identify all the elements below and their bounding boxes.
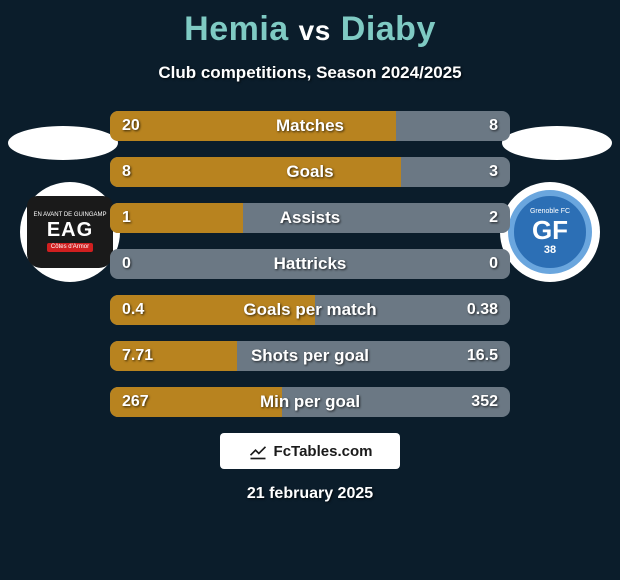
stat-right-value: 16.5: [467, 347, 498, 365]
stat-label: Goals per match: [110, 300, 510, 320]
eag-logo: EN AVANT DE GUINGAMP EAG Côtes d'Armor: [27, 196, 113, 268]
stat-right-value: 0: [489, 255, 498, 273]
comparison-card: Hemia vs Diaby Club competitions, Season…: [0, 0, 620, 580]
stat-label: Goals: [110, 162, 510, 182]
vs-text: vs: [299, 15, 331, 46]
stat-label: Min per goal: [110, 392, 510, 412]
stat-row: 7.71Shots per goal16.5: [110, 341, 510, 371]
stat-row: 0Hattricks0: [110, 249, 510, 279]
date-text: 21 february 2025: [0, 485, 620, 503]
stat-right-value: 2: [489, 209, 498, 227]
chart-icon: [248, 441, 268, 461]
stat-row: 267Min per goal352: [110, 387, 510, 417]
stat-row: 8Goals3: [110, 157, 510, 187]
player2-name: Diaby: [341, 10, 436, 48]
club-badge-right: Grenoble FC GF 38: [500, 182, 600, 282]
footer-brand-text: FcTables.com: [274, 443, 373, 460]
stat-label: Shots per goal: [110, 346, 510, 366]
stat-right-value: 352: [471, 393, 498, 411]
stat-right-value: 8: [489, 117, 498, 135]
stat-right-value: 3: [489, 163, 498, 181]
club-badge-left: EN AVANT DE GUINGAMP EAG Côtes d'Armor: [20, 182, 120, 282]
player1-name: Hemia: [184, 10, 289, 48]
stat-row: 1Assists2: [110, 203, 510, 233]
stat-label: Assists: [110, 208, 510, 228]
footer-brand: FcTables.com: [220, 433, 400, 469]
stat-right-value: 0.38: [467, 301, 498, 319]
stat-row: 20Matches8: [110, 111, 510, 141]
player1-ellipse: [8, 126, 118, 160]
page-title: Hemia vs Diaby: [0, 10, 620, 49]
gf-logo: Grenoble FC GF 38: [508, 190, 592, 274]
stat-label: Matches: [110, 116, 510, 136]
subtitle: Club competitions, Season 2024/2025: [0, 63, 620, 83]
stat-row: 0.4Goals per match0.38: [110, 295, 510, 325]
stat-label: Hattricks: [110, 254, 510, 274]
player2-ellipse: [502, 126, 612, 160]
stats-table: 20Matches88Goals31Assists20Hattricks00.4…: [110, 111, 510, 417]
